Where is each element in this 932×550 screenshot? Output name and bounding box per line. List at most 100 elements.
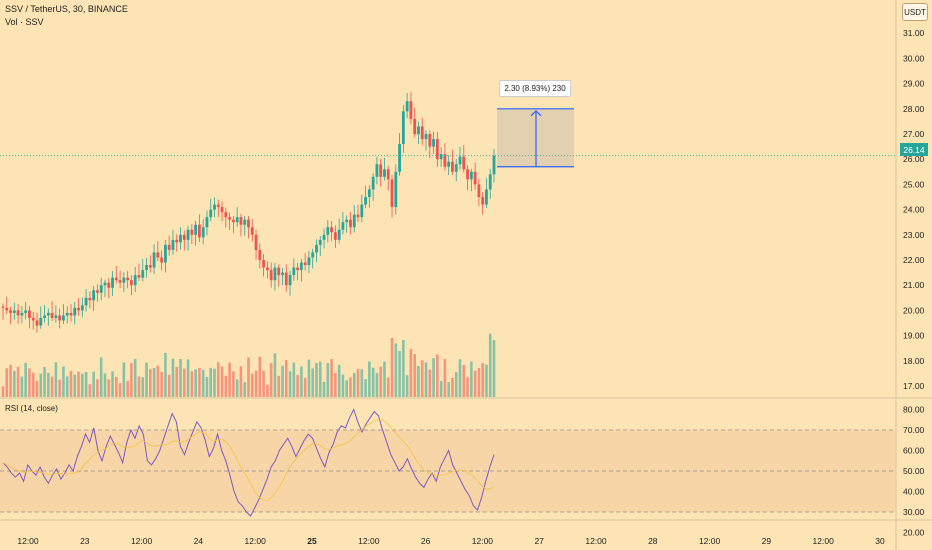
- volume-bar: [220, 366, 224, 397]
- volume-bar: [420, 360, 424, 397]
- candle-body: [424, 134, 428, 140]
- currency-button[interactable]: USDT: [902, 3, 928, 21]
- volume-bar: [232, 371, 235, 397]
- volume-bar: [364, 379, 367, 397]
- candle-body: [77, 307, 80, 311]
- volume-bar: [417, 366, 420, 397]
- candle-body: [390, 179, 394, 208]
- volume-indicator-label[interactable]: Vol · SSV: [5, 17, 44, 27]
- volume-bar: [371, 367, 375, 397]
- candle-body: [330, 227, 333, 233]
- candle-body: [439, 154, 443, 160]
- time-axis-tick: 30: [875, 536, 885, 546]
- candle-body: [243, 219, 247, 225]
- candle-body: [103, 282, 107, 286]
- volume-bar: [349, 377, 352, 397]
- volume-bar: [488, 333, 492, 397]
- candle-body: [216, 204, 220, 208]
- volume-bar: [130, 363, 133, 397]
- volume-bar: [436, 354, 439, 397]
- price-axis-tick: 30.00: [903, 53, 925, 63]
- candle-body: [367, 189, 371, 197]
- candle-body: [201, 227, 205, 238]
- volume-bar: [394, 343, 398, 397]
- candle-body: [333, 232, 337, 240]
- measure-arrow-head: [530, 109, 542, 117]
- candle-body: [247, 219, 250, 228]
- candle-body: [432, 139, 435, 147]
- candle-body: [473, 171, 477, 185]
- volume-bar: [81, 373, 84, 397]
- candle-body: [303, 262, 307, 266]
- candle-body: [462, 156, 466, 170]
- volume-bar: [133, 358, 137, 397]
- volume-bar: [156, 365, 160, 397]
- volume-bar: [88, 384, 92, 397]
- candle-body: [122, 277, 126, 283]
- volume-bar: [402, 340, 405, 397]
- volume-bar: [352, 372, 356, 397]
- volume-bar: [24, 362, 27, 397]
- candle-body: [409, 101, 413, 119]
- candle-body: [356, 214, 360, 218]
- time-axis-tick: 12:00: [131, 536, 153, 546]
- candle-body: [318, 239, 322, 245]
- volume-bar: [171, 358, 175, 397]
- candle-body: [265, 267, 269, 271]
- volume-bar: [103, 373, 107, 397]
- volume-bar: [118, 383, 122, 397]
- volume-bar: [477, 368, 481, 397]
- volume-bar: [273, 353, 277, 397]
- time-axis-tick: 12:00: [472, 536, 494, 546]
- time-axis-tick: 12:00: [245, 536, 267, 546]
- time-axis-tick: 12:00: [699, 536, 721, 546]
- candle-body: [167, 244, 171, 250]
- price-axis-tick: 27.00: [903, 129, 925, 139]
- volume-bar: [300, 366, 303, 397]
- candle-body: [46, 312, 50, 316]
- candle-body: [35, 320, 39, 326]
- rsi-indicator-label[interactable]: RSI (14, close): [5, 404, 58, 413]
- candle-body: [481, 197, 485, 205]
- candle-body: [50, 312, 54, 318]
- volume-bar: [115, 376, 118, 397]
- rsi-axis-tick: 30.00: [903, 507, 925, 517]
- volume-bar: [235, 379, 239, 397]
- volume-bar: [209, 367, 213, 397]
- volume-bar: [398, 350, 401, 397]
- candle-body: [420, 126, 424, 140]
- volume-bar: [50, 376, 54, 397]
- candle-body: [281, 272, 284, 276]
- volume-bar: [201, 369, 205, 397]
- volume-bar: [447, 382, 450, 397]
- candle-body: [417, 126, 420, 134]
- volume-bar: [58, 379, 61, 397]
- volume-bar: [13, 370, 16, 397]
- volume-bar: [194, 369, 197, 397]
- candle-body: [273, 267, 277, 281]
- candle-body: [231, 219, 235, 223]
- candle-body: [413, 118, 417, 134]
- candle-body: [337, 229, 341, 240]
- candle-body: [39, 317, 43, 326]
- candle-body: [114, 277, 118, 281]
- volume-bar: [65, 376, 69, 397]
- candle-body: [16, 310, 20, 316]
- current-price-tag: 26.14: [900, 143, 928, 156]
- candle-body: [485, 189, 488, 205]
- volume-bar: [318, 361, 322, 397]
- candle-body: [477, 184, 481, 197]
- volume-bar: [167, 374, 171, 397]
- candle-body: [182, 234, 186, 240]
- rsi-axis-tick: 80.00: [903, 405, 925, 415]
- measure-tool-label[interactable]: 2.30 (8.93%) 230: [499, 80, 571, 97]
- volume-bar: [250, 373, 254, 397]
- candle-body: [239, 217, 243, 225]
- volume-bar: [77, 371, 80, 397]
- candle-body: [28, 310, 31, 318]
- volume-bar: [485, 364, 488, 397]
- candle-body: [469, 171, 473, 180]
- symbol-title[interactable]: SSV / TetherUS, 30, BINANCE: [5, 4, 128, 14]
